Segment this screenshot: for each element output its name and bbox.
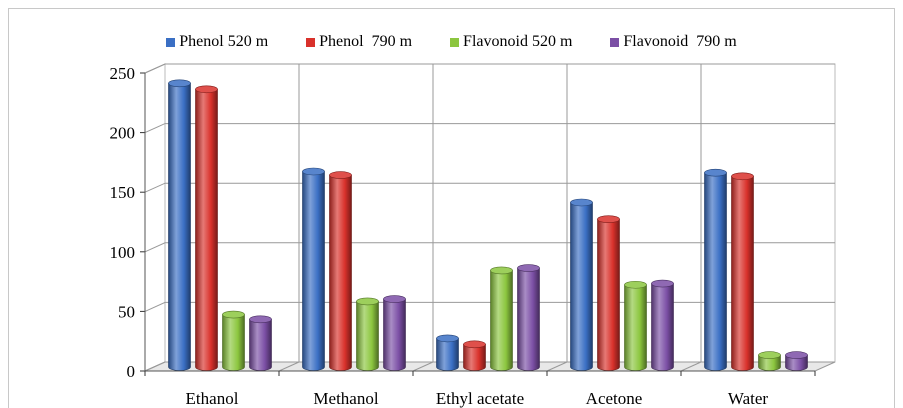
bar-body bbox=[356, 301, 379, 371]
bar-water-0 bbox=[704, 168, 727, 371]
legend-label-flavonoid-520: Flavonoid 520 m bbox=[463, 33, 573, 50]
bar-ethanol-3 bbox=[249, 315, 272, 371]
x-tick-label: Ethanol bbox=[186, 389, 239, 408]
legend-swatch-phenol-520 bbox=[166, 37, 176, 47]
legend-item-flavonoid-520: Flavonoid 520 m bbox=[450, 30, 572, 54]
bar-methanol-0 bbox=[302, 167, 325, 371]
x-tick-labels: Ethanol Methanol Ethyl acetate Acetone Water bbox=[186, 389, 769, 408]
y-tick-labels: 0 50 100 150 200 250 bbox=[110, 64, 136, 381]
y-tick-label: 150 bbox=[110, 183, 136, 202]
bar-ethyl-acetate-1 bbox=[463, 340, 486, 371]
legend-swatch-flavonoid-520 bbox=[450, 37, 460, 47]
bar-ethanol-1 bbox=[195, 85, 218, 371]
bar-body bbox=[624, 284, 647, 371]
bar-top bbox=[302, 167, 325, 176]
legend-item-phenol-520: Phenol 520 m bbox=[166, 30, 268, 54]
bar-body bbox=[570, 202, 593, 371]
bar-methanol-2 bbox=[356, 297, 379, 371]
bar-methanol-3 bbox=[383, 295, 406, 371]
bar-body bbox=[731, 175, 754, 371]
bar-ethyl-acetate-2 bbox=[490, 266, 513, 371]
y-tick-label: 200 bbox=[110, 124, 136, 143]
bar-ethanol-0 bbox=[168, 79, 191, 371]
bar-top bbox=[704, 168, 727, 177]
bar-body bbox=[168, 83, 191, 371]
bar-top bbox=[517, 264, 540, 272]
bars bbox=[168, 79, 808, 371]
bar-body bbox=[463, 344, 486, 371]
legend-item-phenol-790: Phenol 790 m bbox=[306, 30, 412, 54]
bar-top bbox=[329, 171, 352, 179]
legend-swatch-flavonoid-790 bbox=[610, 37, 620, 47]
bar-body bbox=[704, 172, 727, 371]
bar-top bbox=[624, 280, 647, 289]
bar-top bbox=[383, 295, 406, 303]
x-tick-label: Water bbox=[728, 389, 768, 408]
legend-label-phenol-790: Phenol 790 m bbox=[319, 33, 413, 50]
bar-body bbox=[222, 314, 245, 371]
floor-divider bbox=[546, 361, 568, 372]
bar-top bbox=[463, 340, 486, 349]
bar-top bbox=[436, 334, 459, 343]
bar-body bbox=[490, 270, 513, 371]
bar-water-3 bbox=[785, 351, 808, 371]
bar-top bbox=[731, 172, 754, 181]
y-tick-label: 0 bbox=[127, 362, 136, 381]
bar-top bbox=[570, 198, 593, 207]
bar-body bbox=[329, 174, 352, 371]
bar-top bbox=[356, 297, 379, 306]
legend-swatch-phenol-790 bbox=[306, 37, 316, 47]
bar-acetone-2 bbox=[624, 280, 647, 371]
y-tick-label: 50 bbox=[118, 302, 135, 321]
bar-top bbox=[597, 215, 620, 223]
bar-top bbox=[785, 351, 808, 359]
bar-top bbox=[195, 85, 218, 94]
x-tick-label: Acetone bbox=[586, 389, 643, 408]
bar-methanol-1 bbox=[329, 171, 352, 371]
bar-body bbox=[597, 218, 620, 371]
bar-body bbox=[517, 267, 540, 371]
chart-legend: Phenol 520 m Phenol 790 m Flavonoid 520 … bbox=[0, 30, 903, 54]
legend-label-phenol-520: Phenol 520 m bbox=[179, 33, 269, 50]
floor-divider bbox=[278, 361, 300, 372]
bar-water-2 bbox=[758, 351, 781, 371]
bar-top bbox=[168, 79, 191, 88]
bar-ethyl-acetate-0 bbox=[436, 334, 459, 371]
bar-body bbox=[383, 298, 406, 371]
bar-ethyl-acetate-3 bbox=[517, 264, 540, 371]
bar-top bbox=[651, 279, 674, 288]
bar-body bbox=[195, 88, 218, 371]
bar-ethanol-2 bbox=[222, 310, 245, 371]
bar-acetone-1 bbox=[597, 215, 620, 371]
bar-top bbox=[249, 315, 272, 324]
y-tick-label: 100 bbox=[110, 243, 136, 262]
bar-top bbox=[222, 310, 245, 319]
y-tick-label: 250 bbox=[110, 64, 136, 83]
bar-body bbox=[302, 171, 325, 371]
x-tick-label: Ethyl acetate bbox=[436, 389, 524, 408]
bar-body bbox=[436, 338, 459, 371]
legend-item-flavonoid-790: Flavonoid 790 m bbox=[610, 30, 737, 54]
bar-body bbox=[758, 354, 781, 371]
grid-line-y bbox=[144, 182, 835, 193]
legend-label-flavonoid-790: Flavonoid 790 m bbox=[623, 33, 737, 50]
floor-divider bbox=[412, 361, 434, 372]
bar-water-1 bbox=[731, 172, 754, 371]
bar-acetone-0 bbox=[570, 198, 593, 371]
chart-frame bbox=[8, 8, 895, 408]
grid-line-y bbox=[144, 123, 835, 134]
side-wall bbox=[144, 63, 166, 372]
x-tick-label: Methanol bbox=[313, 389, 378, 408]
bar-body bbox=[249, 319, 272, 371]
bar-body bbox=[651, 283, 674, 371]
bar-acetone-3 bbox=[651, 279, 674, 371]
bar-top bbox=[490, 266, 513, 275]
bar-body bbox=[785, 354, 808, 371]
bar-top bbox=[758, 351, 781, 359]
floor-divider bbox=[680, 361, 702, 372]
grid-line-y bbox=[144, 63, 835, 74]
